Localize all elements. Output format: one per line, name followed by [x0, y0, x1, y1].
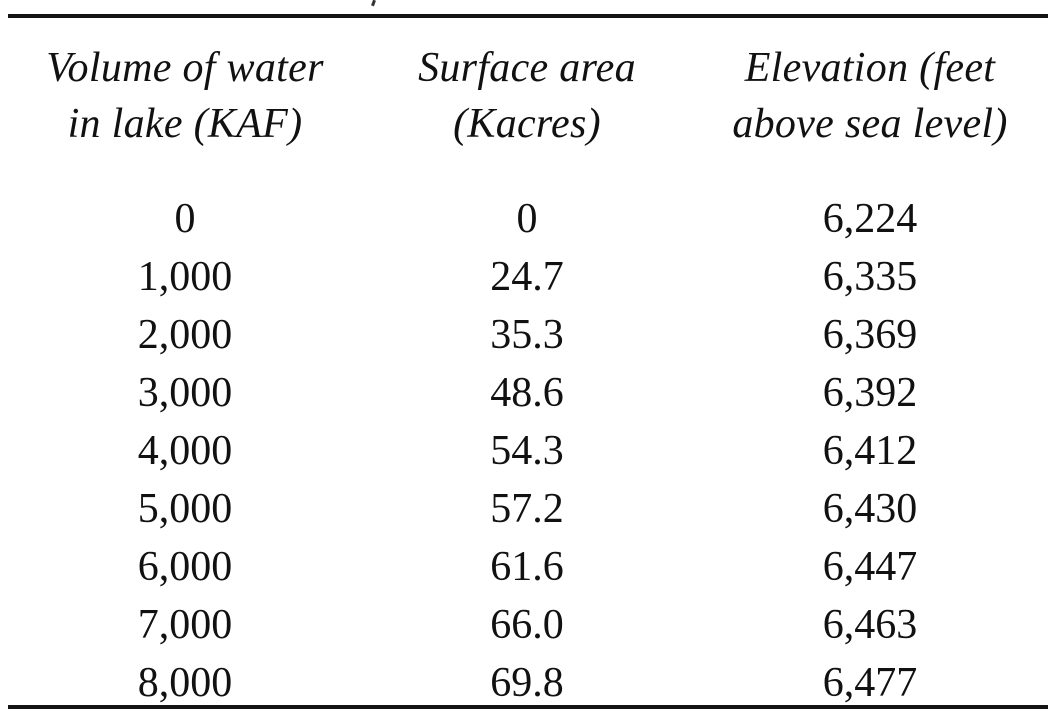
cell-elevation: 6,224 — [822, 196, 918, 242]
cell-elevation: 6,335 — [822, 254, 918, 300]
cell-elevation: 6,430 — [822, 486, 918, 532]
cell-elevation: 6,477 — [822, 660, 918, 706]
cell-elevation: 6,463 — [822, 602, 918, 648]
table-row: 7,000 66.0 6,463 — [8, 596, 1048, 654]
table-row: 8,000 69.8 6,477 — [8, 654, 1048, 712]
cell-surface-area: 48.6 — [490, 370, 564, 416]
table-body: 0 0 6,224 1,000 24.7 6,335 2,000 35.3 6,… — [8, 190, 1048, 712]
header-surface-area-line1: Surface area — [418, 45, 636, 91]
cell-volume: 6,000 — [137, 544, 233, 590]
table-row: 4,000 54.3 6,412 — [8, 422, 1048, 480]
header-elevation: Elevation (feet above sea level) — [692, 40, 1048, 190]
table-row: 0 0 6,224 — [8, 190, 1048, 248]
top-rule — [8, 14, 1048, 18]
cell-volume: 3,000 — [137, 370, 233, 416]
table-row: 6,000 61.6 6,447 — [8, 538, 1048, 596]
cell-surface-area: 61.6 — [490, 544, 564, 590]
cell-surface-area: 69.8 — [490, 660, 564, 706]
table-row: 3,000 48.6 6,392 — [8, 364, 1048, 422]
table-row: 5,000 57.2 6,430 — [8, 480, 1048, 538]
cell-volume: 8,000 — [137, 660, 233, 706]
cell-volume: 7,000 — [137, 602, 233, 648]
cell-volume: 1,000 — [137, 254, 233, 300]
bottom-rule — [8, 705, 1048, 709]
cell-elevation: 6,447 — [822, 544, 918, 590]
cell-surface-area: 54.3 — [490, 428, 564, 474]
cell-surface-area: 57.2 — [490, 486, 564, 532]
header-elevation-line2: above sea level) — [732, 101, 1008, 147]
scan-speck — [371, 0, 376, 7]
header-surface-area-line2: (Kacres) — [453, 101, 601, 147]
table-row: 2,000 35.3 6,369 — [8, 306, 1048, 364]
table-row: 1,000 24.7 6,335 — [8, 248, 1048, 306]
header-elevation-line1: Elevation (feet — [744, 45, 996, 91]
table-header: Volume of water in lake (KAF) Surface ar… — [8, 40, 1048, 190]
cell-elevation: 6,369 — [822, 312, 918, 358]
header-volume-line1: Volume of water — [46, 45, 324, 91]
cell-volume: 2,000 — [137, 312, 233, 358]
cell-volume: 5,000 — [137, 486, 233, 532]
header-surface-area: Surface area (Kacres) — [362, 40, 692, 190]
cell-volume: 0 — [174, 196, 196, 242]
cell-surface-area: 66.0 — [490, 602, 564, 648]
cell-surface-area: 24.7 — [490, 254, 564, 300]
lake-data-table: Volume of water in lake (KAF) Surface ar… — [8, 40, 1048, 712]
header-volume-line2: in lake (KAF) — [67, 101, 303, 147]
header-volume: Volume of water in lake (KAF) — [8, 40, 362, 190]
header-row: Volume of water in lake (KAF) Surface ar… — [8, 40, 1048, 190]
cell-surface-area: 0 — [516, 196, 538, 242]
cell-elevation: 6,392 — [822, 370, 918, 416]
cell-elevation: 6,412 — [822, 428, 918, 474]
cell-volume: 4,000 — [137, 428, 233, 474]
cell-surface-area: 35.3 — [490, 312, 564, 358]
